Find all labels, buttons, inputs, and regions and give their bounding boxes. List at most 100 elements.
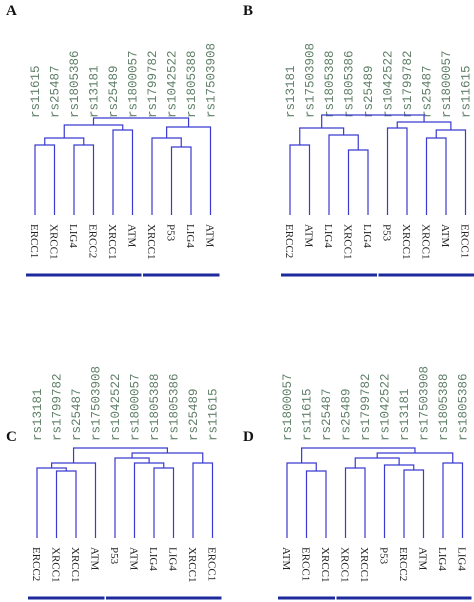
- gene-label: ATM: [128, 547, 140, 570]
- dendrogram-branch: [133, 462, 165, 538]
- dendrogram-branch: [435, 129, 467, 215]
- snp-label: rs13181: [88, 65, 102, 118]
- snp-label: rs11615: [207, 388, 221, 441]
- dendrogram-branch: [51, 462, 97, 538]
- dendrogram-branch: [386, 127, 408, 215]
- gene-label: P53: [381, 224, 393, 242]
- dendrogram-branch: [403, 469, 425, 538]
- gene-label: XRCC1: [50, 547, 62, 582]
- dendrogram-branch: [114, 457, 150, 538]
- dendrogram-branch: [442, 462, 464, 538]
- dendrogram-branch: [344, 467, 366, 538]
- snp-label: rs1042522: [109, 373, 123, 441]
- gene-label: ATM: [439, 224, 451, 247]
- dendrogram-branch: [170, 146, 192, 215]
- snp-label: rs1800057: [440, 50, 454, 118]
- snp-label: rs1799782: [401, 50, 415, 118]
- snp-label: rs13181: [398, 388, 412, 441]
- dendrogram-branch: [305, 470, 327, 538]
- gene-label: ATM: [280, 547, 292, 570]
- gene-label: ERCC2: [283, 224, 295, 258]
- gene-label: P53: [108, 547, 120, 565]
- dendrogram-branch: [425, 137, 447, 215]
- snp-label: rs17503908: [304, 43, 318, 118]
- gene-label: ATM: [303, 224, 315, 247]
- panel-label: A: [6, 3, 17, 19]
- gene-label: XRCC1: [145, 224, 157, 259]
- gene-label: LIG4: [322, 224, 334, 248]
- dendrogram-branch: [72, 447, 169, 463]
- dendrogram-branch: [301, 447, 416, 463]
- dendrogram-branch: [55, 470, 77, 538]
- snp-label: rs17503908: [90, 366, 104, 441]
- snp-label: rs1805388: [148, 373, 162, 441]
- panel-label: D: [243, 429, 254, 445]
- dendrogram-branch: [321, 114, 425, 128]
- snp-label: rs25489: [187, 388, 201, 441]
- snp-label: rs1805386: [168, 373, 182, 441]
- gene-label: XRCC1: [106, 224, 118, 259]
- gene-label: ERCC1: [300, 547, 312, 581]
- gene-label: XRCC1: [186, 547, 198, 582]
- dendrogram-branch: [289, 144, 311, 215]
- gene-label: LIG4: [67, 224, 79, 248]
- dendrogram-branch: [299, 127, 345, 145]
- snp-label: rs25487: [70, 388, 84, 441]
- dendrogram-branch: [34, 144, 56, 215]
- snp-label: rs25487: [421, 65, 435, 118]
- snp-label: rs1042522: [166, 50, 180, 118]
- dendrogram-branch: [63, 124, 124, 138]
- gene-label: XRCC1: [420, 224, 432, 259]
- snp-label: rs1805388: [437, 373, 451, 441]
- dendrogram-branch: [44, 137, 85, 145]
- dendrogram-branch: [354, 457, 400, 468]
- dendrogram-branch: [151, 137, 182, 215]
- dendrogram-branch: [166, 126, 212, 215]
- dendrogram-branch: [112, 129, 134, 215]
- snp-label: rs25489: [362, 65, 376, 118]
- snp-label: rs1805388: [323, 50, 337, 118]
- snp-label: rs25489: [340, 388, 354, 441]
- snp-label: rs1800057: [281, 373, 295, 441]
- dendrogram-branch: [286, 462, 317, 538]
- gene-label: ATM: [417, 547, 429, 570]
- snp-label: rs1805388: [185, 50, 199, 118]
- panel-label: B: [243, 3, 253, 19]
- snp-label: rs1799782: [51, 373, 65, 441]
- gene-label: ERCC2: [87, 224, 99, 258]
- snp-label: rs13181: [284, 65, 298, 118]
- gene-label: LIG4: [361, 224, 373, 248]
- snp-label: rs25487: [320, 388, 334, 441]
- snp-label: rs1800057: [127, 50, 141, 118]
- snp-label: rs11615: [29, 65, 43, 118]
- gene-label: XRCC1: [319, 547, 331, 582]
- gene-label: LIG4: [147, 547, 159, 571]
- panel-label: C: [6, 429, 17, 445]
- gene-label: ERCC1: [459, 224, 471, 258]
- dendrogram-branch: [347, 149, 369, 215]
- snp-label: rs1800057: [129, 373, 143, 441]
- snp-label: rs11615: [460, 65, 474, 118]
- gene-label: XRCC1: [342, 224, 354, 259]
- snp-label: rs11615: [301, 388, 315, 441]
- gene-label: XRCC1: [48, 224, 60, 259]
- gene-label: ERCC1: [206, 547, 218, 581]
- dendrogram-branch: [92, 117, 190, 127]
- snp-label: rs25489: [107, 65, 121, 118]
- gene-label: LIG4: [456, 547, 468, 571]
- gene-label: LIG4: [184, 224, 196, 248]
- snp-label: rs1799782: [146, 50, 160, 118]
- snp-label: rs1042522: [382, 50, 396, 118]
- dendrogram-branch: [328, 134, 359, 215]
- gene-label: LIG4: [436, 547, 448, 571]
- snp-label: rs1805386: [457, 373, 471, 441]
- snp-label: rs13181: [31, 388, 45, 441]
- gene-label: XRCC1: [69, 547, 81, 582]
- snp-label: rs1805386: [343, 50, 357, 118]
- snp-label: rs25487: [49, 65, 63, 118]
- snp-label: rs1799782: [359, 373, 373, 441]
